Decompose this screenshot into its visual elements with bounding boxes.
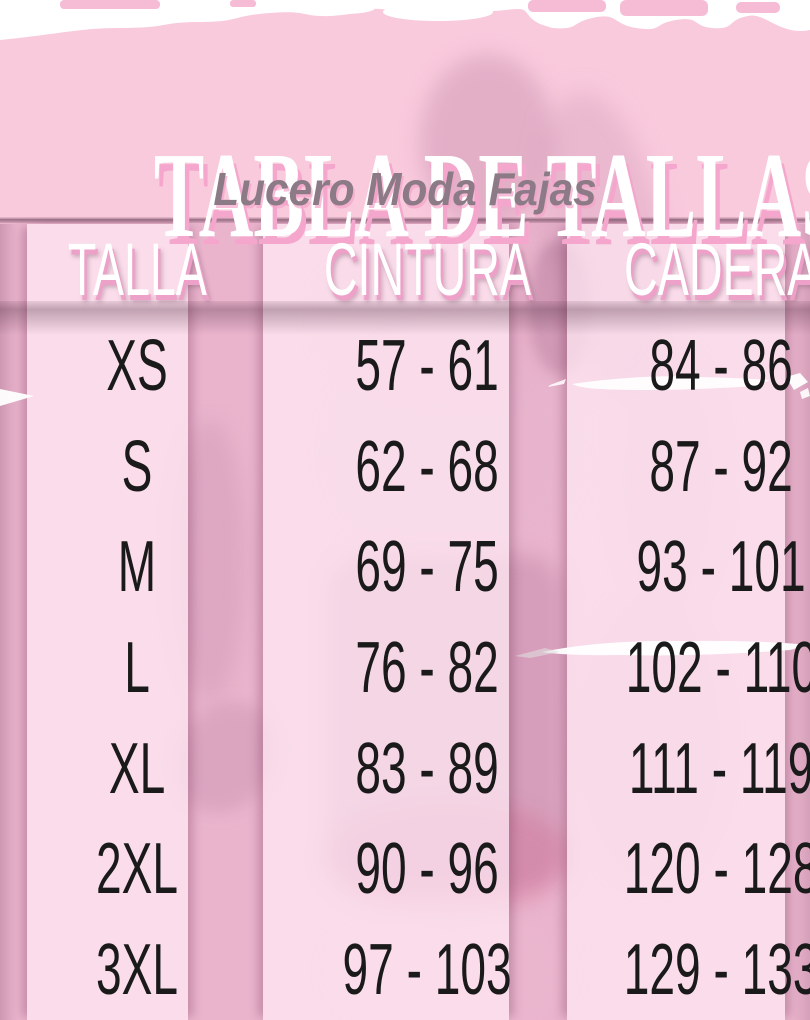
table-row: 129 - 133 (623, 929, 810, 1010)
right-edge-shade (785, 224, 810, 1020)
pink-paint-dash (528, 0, 606, 12)
table-row: M (118, 527, 157, 608)
table-row: 90 - 96 (355, 829, 500, 910)
table-row: 87 - 92 (649, 426, 793, 507)
table-row: 2XL (96, 829, 179, 910)
pink-paint-dash (736, 2, 780, 13)
white-ragged-edge (0, 0, 810, 40)
model-head-shape (420, 55, 555, 230)
column-header-cadera: CADERA (624, 228, 810, 311)
column-cintura: CINTURA 57 - 61 62 - 68 69 - 75 76 - 82 … (263, 224, 531, 1020)
column-header-cintura: CINTURA (323, 228, 532, 311)
pink-paint-dash (230, 0, 256, 7)
header-divider-shadow (0, 301, 810, 335)
table-row: 76 - 82 (355, 627, 500, 708)
table-top-border (0, 217, 810, 223)
table-row: XL (109, 728, 166, 809)
column-band-cintura (263, 224, 509, 1020)
table-row: 62 - 68 (355, 426, 500, 507)
left-edge-shade (0, 224, 27, 1020)
table-row: 111 - 119 (628, 728, 810, 809)
table-row: 93 - 101 (636, 527, 806, 608)
table-row: 69 - 75 (355, 527, 500, 608)
table-row: 83 - 89 (355, 728, 500, 809)
brush-stroke-top (0, 0, 810, 40)
table-row: 57 - 61 (355, 326, 500, 407)
table-row: 84 - 86 (649, 326, 793, 407)
table-row: S (122, 426, 153, 507)
column-band-cadera (567, 224, 785, 1020)
brand-name: Lucero Moda Fajas (213, 163, 597, 215)
white-splatter (383, 3, 493, 21)
column-band-talla (27, 224, 188, 1020)
table-row: XS (106, 326, 169, 407)
column-talla: TALLA XS S M L XL 2XL 3XL (27, 224, 207, 1020)
table-row: 3XL (96, 929, 179, 1010)
table-row: L (124, 627, 151, 708)
column-header-talla: TALLA (67, 228, 207, 311)
white-splatter (315, 2, 375, 14)
table-row: 120 - 128 (623, 829, 810, 910)
table-row: 97 - 103 (342, 929, 512, 1010)
table-row: 102 - 110 (625, 627, 810, 708)
pink-paint-dash (620, 0, 708, 16)
column-cadera: CADERA 84 - 86 87 - 92 93 - 101 102 - 11… (567, 224, 810, 1020)
pink-paint-dash (60, 0, 160, 9)
